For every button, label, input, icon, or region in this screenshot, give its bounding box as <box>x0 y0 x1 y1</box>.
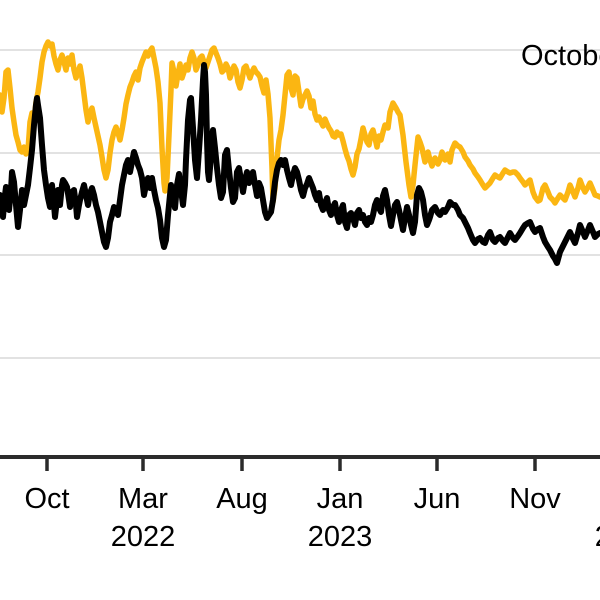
chart-series <box>0 39 600 266</box>
x-tick-label-year: 2022 <box>110 521 176 553</box>
annotation-october: October <box>521 40 600 72</box>
x-axis-tick <box>435 459 439 471</box>
x-tick-label-month: Oct <box>24 483 70 515</box>
x-tick-label-month: Jun <box>413 483 461 515</box>
x-axis-tick <box>240 459 244 471</box>
x-axis-line <box>0 455 600 459</box>
x-axis <box>0 455 600 471</box>
x-tick-label-month: Aug <box>216 483 268 515</box>
x-axis-tick <box>533 459 537 471</box>
yellow-line <box>0 39 600 206</box>
x-tick-label-month: Mar <box>118 483 168 515</box>
x-axis-tick <box>338 459 342 471</box>
x-axis-tick <box>45 459 49 471</box>
black-line <box>0 62 600 266</box>
x-tick-label-year: 2024 <box>595 523 600 552</box>
x-tick-label-year: 2023 <box>307 521 373 553</box>
x-tick-label-month: Jan <box>316 483 364 515</box>
x-axis-tick <box>141 459 145 471</box>
x-tick-label-month: Nov <box>509 483 561 515</box>
